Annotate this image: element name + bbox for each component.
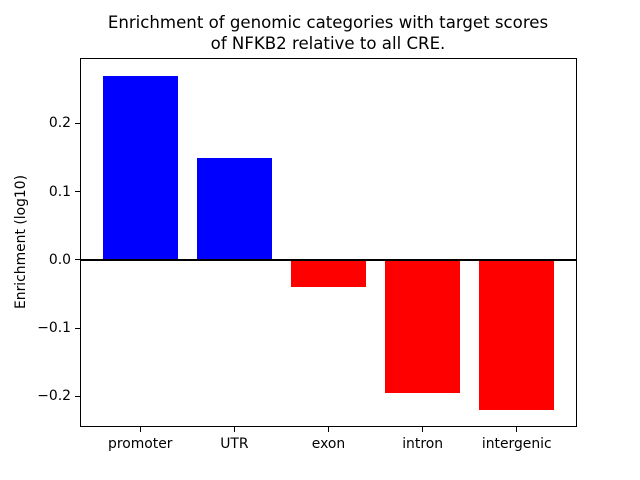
- zero-line: [80, 258, 577, 261]
- x-tick-mark: [233, 427, 235, 432]
- x-tick-label-intron: intron: [402, 436, 444, 452]
- chart-title-line1: Enrichment of genomic categories with ta…: [107, 13, 549, 32]
- chart-title: Enrichment of genomic categories with ta…: [108, 12, 548, 54]
- y-tick-mark: [75, 327, 80, 329]
- bar-intergenic: [479, 259, 555, 410]
- x-tick-label-UTR: UTR: [220, 436, 249, 452]
- bar-exon: [290, 259, 367, 288]
- x-tick-label-exon: exon: [311, 436, 346, 452]
- y-tick-mark: [75, 122, 80, 124]
- x-tick-mark: [328, 427, 329, 432]
- x-tick-mark: [139, 427, 141, 432]
- x-tick-mark: [422, 427, 424, 432]
- x-tick-label-intergenic: intergenic: [481, 436, 552, 452]
- y-tick-label: −0.2: [37, 388, 71, 405]
- y-tick-label: 0.2: [48, 115, 71, 132]
- chart-title-line2: of NFKB2 relative to all CRE.: [210, 34, 446, 53]
- bar-intron: [384, 259, 461, 393]
- y-tick-label: 0.0: [48, 251, 71, 268]
- bar-UTR: [196, 157, 273, 260]
- plot-area: [80, 58, 577, 427]
- x-tick-label-promoter: promoter: [108, 436, 173, 452]
- y-tick-label: −0.1: [37, 320, 71, 337]
- x-tick-mark: [516, 427, 518, 432]
- bar-promoter: [102, 75, 178, 260]
- y-tick-mark: [75, 395, 80, 397]
- y-tick-label: 0.1: [48, 183, 71, 200]
- y-tick-mark: [75, 191, 80, 193]
- y-tick-mark: [75, 259, 80, 261]
